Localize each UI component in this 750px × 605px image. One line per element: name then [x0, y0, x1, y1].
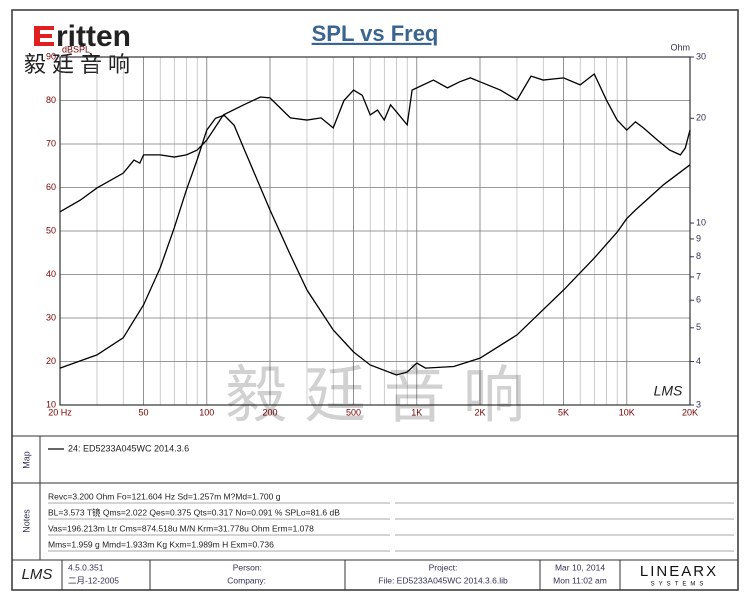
legend-label: 24: ED5233A045WC 2014.3.6	[68, 443, 189, 453]
footer-logo: LMS	[22, 566, 53, 583]
y2-tick-label: 8	[696, 251, 701, 261]
footer-build-date: 二月-12-2005	[68, 575, 119, 585]
y-tick-label: 70	[46, 138, 56, 148]
lms-mark: LMS	[654, 383, 683, 399]
y-tick-label: 60	[46, 182, 56, 192]
note-line: Revc=3.200 Ohm Fo=121.604 Hz Sd=1.257m M…	[48, 491, 281, 501]
y-tick-label: 40	[46, 269, 56, 279]
logo-brand: ritten	[56, 20, 131, 53]
x-tick-label: 500	[346, 407, 361, 417]
x-tick-label: 2K	[474, 407, 485, 417]
x-tick-label: 5K	[558, 407, 569, 417]
footer-time: Mon 11:02 am	[553, 575, 607, 585]
y2-tick-label: 9	[696, 233, 701, 243]
y2-tick-label: 10	[696, 217, 706, 227]
notes-label: Notes	[21, 509, 31, 533]
footer-brand-sub: SYSTEMS	[651, 582, 708, 588]
footer-file: File: ED5233A045WC 2014.3.6.lib	[378, 575, 508, 585]
note-line: Vas=196.213m Ltr Cms=874.518u M/N Krm=31…	[48, 523, 314, 533]
footer-company: Company:	[227, 575, 266, 585]
x-tick-label: 20 Hz	[48, 407, 72, 417]
footer-brand: LINEARX	[640, 563, 718, 580]
logo-icon	[34, 26, 54, 46]
footer-version: 4.5.0.351	[68, 562, 104, 572]
series-line	[59, 114, 691, 376]
chart-title: SPL vs Freq	[312, 21, 439, 46]
y2-axis-label: Ohm	[670, 42, 690, 52]
x-tick-label: 1K	[411, 407, 422, 417]
series-line	[59, 72, 691, 213]
y2-tick-label: 3	[696, 399, 701, 409]
watermark: 毅 廷 音 响	[225, 361, 525, 430]
footer-person: Person:	[233, 562, 262, 572]
y-tick-label: 50	[46, 225, 56, 235]
y-axis-label: dBSPL	[62, 44, 90, 54]
note-line: BL=3.573 T镜 Qms=2.022 Qes=0.375 Qts=0.31…	[48, 507, 340, 517]
x-tick-label: 20K	[682, 407, 698, 417]
x-tick-label: 200	[262, 407, 277, 417]
y-tick-label: 10	[46, 399, 56, 409]
y-tick-label: 80	[46, 95, 56, 105]
x-tick-label: 100	[199, 407, 214, 417]
y2-tick-label: 6	[696, 295, 701, 305]
map-label: Map	[21, 451, 31, 469]
logo-chinese: 毅廷音响	[24, 52, 136, 77]
plot-frame	[59, 56, 691, 406]
y2-tick-label: 20	[696, 113, 706, 123]
footer-date: Mar 10, 2014	[555, 562, 605, 572]
y2-tick-label: 5	[696, 322, 701, 332]
outer-frame	[11, 9, 739, 591]
y-tick-label: 20	[46, 356, 56, 366]
x-tick-label: 50	[139, 407, 149, 417]
x-tick-label: 10K	[619, 407, 635, 417]
y2-tick-label: 7	[696, 271, 701, 281]
y2-tick-label: 30	[696, 51, 706, 61]
y-tick-label: 30	[46, 312, 56, 322]
footer-project: Project:	[429, 562, 458, 572]
note-line: Mms=1.959 g Mmd=1.933m Kg Kxm=1.989m H E…	[48, 539, 274, 549]
y2-tick-label: 4	[696, 356, 701, 366]
plot-area: 20 Hz 50 100 200 500 1K 2K 5K 10K 20K 10 20 30 40 50 60…	[46, 51, 706, 417]
y-tick-label: 90	[46, 51, 56, 61]
